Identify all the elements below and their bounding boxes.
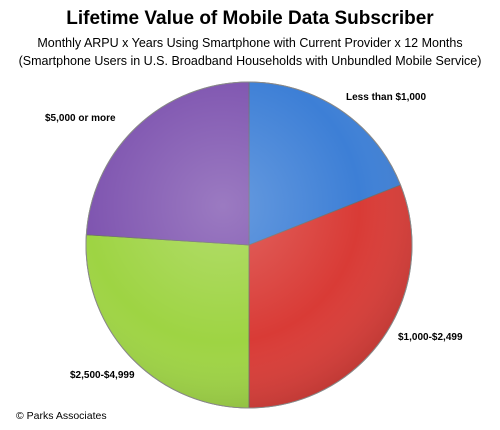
slice-labels: Less than $1,000 $1,000-$2,499 $2,500-$4,9… [45, 92, 463, 381]
slice-label-1: $1,000-$2,499 [398, 332, 463, 343]
pie-slice-3 [85, 81, 250, 246]
pie-slices [85, 81, 413, 409]
source-credit: © Parks Associates [16, 410, 107, 422]
chart-subtitle-line-2: (Smartphone Users in U.S. Broadband Hous… [18, 54, 482, 68]
slice-label-3: $5,000 or more [45, 113, 116, 124]
pie-outline [85, 81, 413, 409]
chart-title: Lifetime Value of Mobile Data Subscriber [66, 8, 434, 29]
slice-label-0: Less than $1,000 [346, 92, 426, 103]
pie-slice-2 [85, 234, 250, 409]
slice-label-2: $2,500-$4,999 [70, 370, 135, 381]
chart-subtitle-line-1: Monthly ARPU x Years Using Smartphone wi… [37, 36, 463, 50]
